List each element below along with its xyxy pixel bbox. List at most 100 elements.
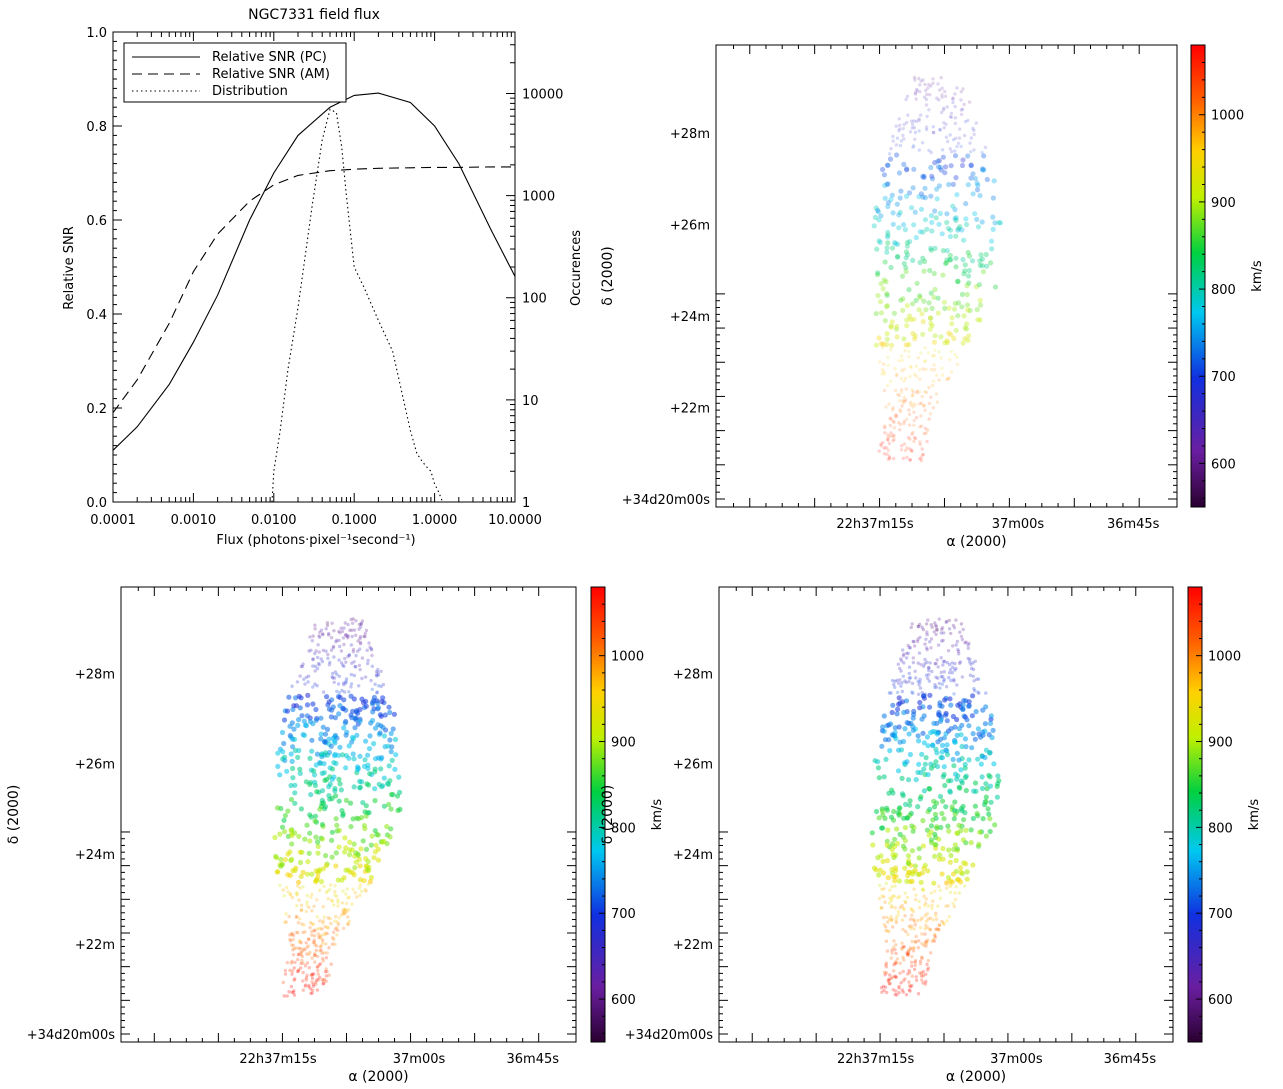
emission-pixel [963, 884, 967, 888]
emission-pixel [305, 900, 309, 904]
emission-pixel [896, 681, 901, 685]
emission-pixel [282, 857, 288, 863]
emission-pixel [896, 701, 902, 708]
emission-pixel [933, 368, 937, 372]
emission-pixel [881, 172, 888, 178]
emission-pixel [939, 76, 943, 80]
emission-pixel [890, 221, 896, 227]
emission-pixel [321, 979, 325, 983]
emission-pixel [911, 691, 915, 695]
emission-pixel [287, 914, 291, 919]
legend-label-am: Relative SNR (AM) [212, 67, 330, 82]
x-tick-label: 37m00s [393, 1052, 446, 1067]
emission-pixel [916, 194, 922, 200]
emission-pixel [940, 639, 944, 643]
emission-pixel [338, 631, 342, 635]
emission-pixel [952, 679, 956, 683]
emission-pixel [924, 646, 929, 650]
emission-pixel [896, 878, 903, 884]
emission-pixel [300, 922, 304, 926]
emission-pixel [933, 935, 938, 939]
emission-pixel [350, 661, 354, 665]
emission-pixel [898, 666, 902, 671]
emission-pixel [887, 156, 894, 162]
emission-pixel [285, 872, 291, 878]
emission-pixel [890, 210, 896, 216]
emission-pixel [352, 628, 357, 632]
emission-pixel [933, 914, 938, 918]
emission-pixel [888, 814, 895, 820]
emission-pixel [344, 633, 348, 637]
emission-pixel [955, 227, 961, 233]
emission-pixel [971, 661, 975, 665]
emission-pixel [936, 221, 942, 227]
emission-pixel [309, 973, 314, 977]
emission-pixel [959, 108, 964, 112]
emission-pixel [323, 970, 328, 974]
emission-pixel [917, 295, 923, 301]
emission-pixel [312, 934, 317, 938]
emission-pixel [322, 738, 328, 745]
emission-pixel [960, 257, 966, 263]
emission-pixel [916, 307, 922, 313]
emission-pixel [925, 648, 929, 652]
emission-pixel [381, 682, 386, 687]
emission-pixel [881, 774, 887, 780]
emission-pixel [895, 241, 901, 247]
emission-pixel [970, 191, 976, 197]
emission-pixel [313, 706, 319, 713]
emission-pixel [908, 130, 913, 134]
emission-pixel [940, 248, 947, 254]
emission-pixel [374, 673, 379, 677]
emission-pixel [912, 126, 917, 130]
emission-pixel [938, 716, 944, 722]
emission-pixel [918, 191, 925, 197]
emission-pixel [898, 127, 902, 131]
emission-pixel [969, 150, 973, 154]
emission-pixel [904, 97, 908, 102]
emission-pixel [889, 319, 895, 325]
emission-pixel [343, 765, 349, 771]
emission-pixel [991, 178, 997, 184]
emission-pixel [342, 683, 346, 687]
emission-pixel [879, 906, 883, 910]
emission-pixel [884, 965, 889, 969]
emission-pixel [985, 806, 991, 812]
emission-pixel [914, 975, 918, 979]
emission-pixel [305, 692, 311, 699]
emission-pixel [919, 918, 923, 922]
emission-pixel [315, 988, 320, 992]
emission-pixel [347, 653, 351, 658]
emission-pixel [961, 313, 967, 319]
emission-pixel [887, 691, 892, 695]
emission-pixel [922, 431, 927, 436]
y-tick-label: 0.6 [86, 214, 107, 229]
emission-pixel [942, 164, 949, 170]
emission-pixel [921, 298, 927, 304]
emission-pixel [931, 81, 935, 86]
emission-pixel [291, 703, 297, 709]
emission-pixel [890, 917, 894, 922]
emission-pixel [351, 887, 355, 891]
emission-pixel [895, 414, 899, 418]
emission-pixel [905, 869, 912, 875]
emission-pixel [337, 658, 341, 662]
emission-pixel [907, 355, 911, 359]
emission-pixel [342, 642, 346, 647]
emission-pixel [298, 946, 302, 951]
emission-pixel [892, 939, 896, 943]
emission-pixel [322, 915, 326, 919]
emission-pixel [931, 130, 936, 135]
emission-pixel [333, 893, 337, 897]
emission-pixel [289, 833, 295, 839]
emission-pixel [940, 154, 947, 160]
emission-pixel [910, 727, 916, 733]
emission-pixel [976, 690, 980, 694]
emission-pixel [388, 806, 394, 812]
emission-pixel [925, 632, 929, 637]
emission-pixel [281, 817, 287, 823]
emission-pixel [335, 689, 339, 693]
emission-pixel [902, 838, 909, 844]
emission-pixel [342, 626, 346, 630]
emission-pixel [937, 378, 941, 382]
